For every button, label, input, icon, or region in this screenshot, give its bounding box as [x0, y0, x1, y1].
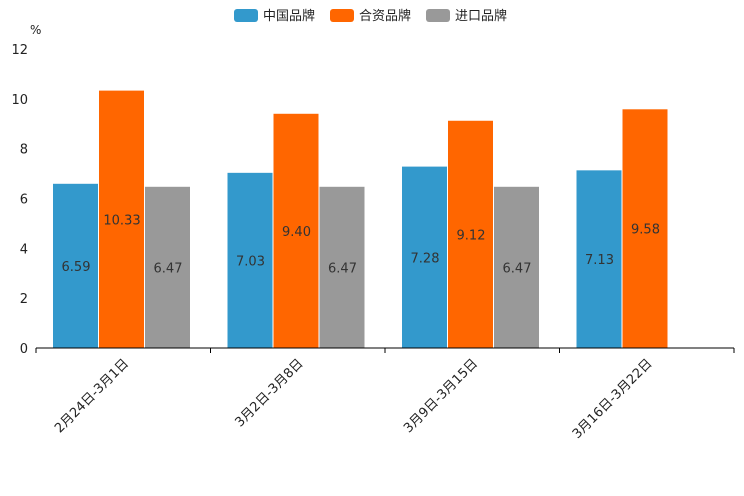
x-axis: 2月24日-3月1日 3月2日-3月8日 3月9日-3月15日 3月16日-3月22日: [35, 348, 735, 442]
x-tick-label: 3月16日-3月22日: [570, 356, 656, 442]
y-tick-label: 4: [20, 242, 28, 257]
bar: [402, 166, 447, 348]
data-label: 9.12: [457, 228, 486, 243]
bar: [53, 183, 98, 348]
data-labels: 6.59 10.33 6.47 7.03 9.40 6.47 7.28 9.12 6.47 7.1…: [62, 213, 660, 276]
data-label: 6.59: [62, 260, 91, 275]
x-tick-label: 3月9日-3月15日: [401, 356, 481, 436]
bar: [448, 120, 493, 348]
data-label: 9.40: [282, 225, 311, 240]
x-tick-label: 2月24日-3月1日: [52, 356, 132, 436]
legend-swatch: [426, 9, 450, 22]
bar: [227, 172, 273, 348]
bar: [494, 186, 539, 348]
y-tick-label: 8: [20, 143, 28, 158]
data-label: 7.13: [585, 253, 614, 268]
data-label: 9.58: [631, 223, 660, 238]
y-tick-label: 6: [20, 193, 28, 208]
bar: [145, 186, 190, 348]
data-label: 6.47: [328, 261, 357, 276]
data-label: 10.33: [103, 213, 140, 228]
y-tick-label: 10: [11, 93, 28, 108]
data-label: 7.28: [411, 251, 440, 266]
legend-swatch: [330, 9, 354, 22]
bar: [99, 90, 144, 348]
legend-label: 进口品牌: [455, 8, 507, 24]
bar: [576, 170, 622, 348]
bar: [319, 186, 365, 348]
y-tick-label: 12: [11, 43, 28, 58]
y-tick-label: 2: [20, 292, 28, 307]
bar: [622, 109, 668, 348]
y-tick-label: 0: [20, 342, 28, 357]
bar: [273, 113, 319, 349]
legend-swatch: [234, 9, 258, 22]
legend-label: 中国品牌: [263, 8, 315, 24]
legend-label: 合资品牌: [359, 8, 411, 24]
x-tick-label: 3月2日-3月8日: [232, 356, 306, 430]
data-label: 6.47: [154, 261, 183, 276]
bars: [53, 90, 668, 349]
y-axis-unit-label: %: [30, 23, 41, 37]
data-label: 6.47: [503, 261, 532, 276]
y-axis: 0 2 4 6 8 10 12: [11, 43, 28, 357]
data-label: 7.03: [236, 254, 265, 269]
legend: 中国品牌 合资品牌 进口品牌: [234, 8, 507, 24]
